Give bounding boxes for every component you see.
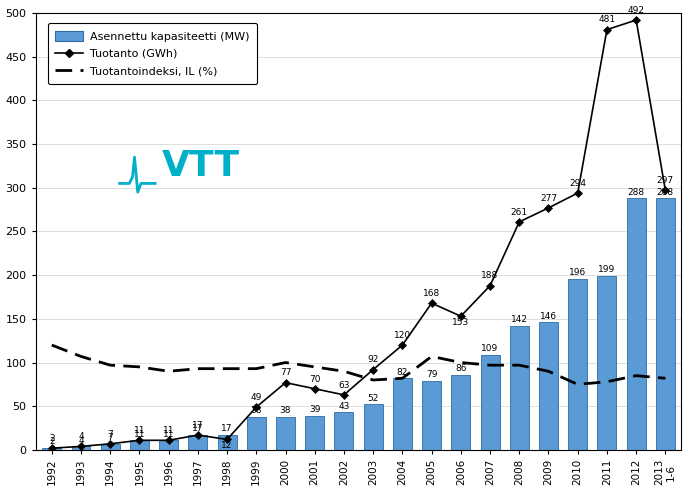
Text: 86: 86 bbox=[455, 364, 466, 373]
Text: 77: 77 bbox=[280, 368, 291, 378]
Bar bbox=[43, 448, 61, 450]
Text: 4: 4 bbox=[78, 436, 84, 445]
Bar bbox=[276, 417, 295, 450]
Bar bbox=[539, 323, 558, 450]
Bar bbox=[422, 381, 441, 450]
Text: 277: 277 bbox=[540, 193, 557, 203]
Text: 188: 188 bbox=[482, 272, 499, 280]
Bar bbox=[510, 326, 529, 450]
Bar bbox=[656, 198, 675, 450]
Text: 17: 17 bbox=[192, 424, 203, 434]
Text: VTT: VTT bbox=[161, 149, 240, 184]
Text: 297: 297 bbox=[657, 176, 674, 185]
Text: 7: 7 bbox=[107, 430, 113, 438]
Text: 288: 288 bbox=[628, 188, 644, 196]
Bar bbox=[451, 375, 471, 450]
Text: 288: 288 bbox=[657, 188, 674, 196]
Text: 196: 196 bbox=[569, 268, 586, 277]
Text: 109: 109 bbox=[482, 344, 499, 353]
Bar bbox=[305, 416, 324, 450]
Text: 17: 17 bbox=[192, 421, 203, 430]
Bar bbox=[247, 417, 266, 450]
Text: 492: 492 bbox=[628, 6, 644, 15]
Text: 70: 70 bbox=[309, 375, 321, 383]
Bar bbox=[130, 440, 149, 450]
Text: 43: 43 bbox=[338, 402, 350, 410]
Text: 168: 168 bbox=[423, 289, 440, 298]
Text: 261: 261 bbox=[510, 208, 528, 217]
Text: 38: 38 bbox=[280, 406, 291, 415]
Bar bbox=[363, 405, 383, 450]
Text: 11: 11 bbox=[134, 426, 145, 435]
Text: 63: 63 bbox=[338, 381, 350, 390]
Text: 4: 4 bbox=[78, 432, 84, 441]
Text: 82: 82 bbox=[396, 368, 408, 377]
Text: 52: 52 bbox=[368, 394, 379, 403]
Text: 17: 17 bbox=[221, 424, 233, 434]
Bar bbox=[481, 355, 499, 450]
Legend: Asennettu kapasiteetti (MW), Tuotanto (GWh), Tuotantoindeksi, IL (%): Asennettu kapasiteetti (MW), Tuotanto (G… bbox=[47, 23, 257, 84]
Text: 142: 142 bbox=[510, 315, 528, 324]
Bar bbox=[627, 198, 646, 450]
Text: 12: 12 bbox=[221, 441, 233, 450]
Text: 79: 79 bbox=[426, 370, 438, 379]
Text: 11: 11 bbox=[163, 426, 174, 435]
Text: 92: 92 bbox=[368, 355, 379, 364]
Text: 11: 11 bbox=[134, 430, 145, 438]
Text: 49: 49 bbox=[251, 393, 262, 402]
Text: 199: 199 bbox=[598, 265, 616, 274]
Bar bbox=[71, 446, 91, 450]
Bar bbox=[159, 440, 178, 450]
Text: 11: 11 bbox=[163, 430, 174, 438]
Text: 2: 2 bbox=[49, 437, 54, 446]
Text: 2: 2 bbox=[49, 434, 54, 443]
Bar bbox=[101, 444, 120, 450]
Bar bbox=[188, 435, 207, 450]
Bar bbox=[568, 279, 587, 450]
Text: 7: 7 bbox=[107, 433, 113, 442]
Text: 153: 153 bbox=[452, 318, 469, 327]
Text: 481: 481 bbox=[598, 15, 616, 25]
Bar bbox=[598, 276, 616, 450]
Text: 146: 146 bbox=[540, 312, 557, 321]
Bar bbox=[335, 412, 354, 450]
Text: 38: 38 bbox=[251, 406, 262, 415]
Text: 120: 120 bbox=[394, 331, 411, 340]
Text: 39: 39 bbox=[309, 405, 321, 414]
Bar bbox=[393, 378, 412, 450]
Bar bbox=[218, 435, 236, 450]
Text: 294: 294 bbox=[570, 179, 586, 188]
